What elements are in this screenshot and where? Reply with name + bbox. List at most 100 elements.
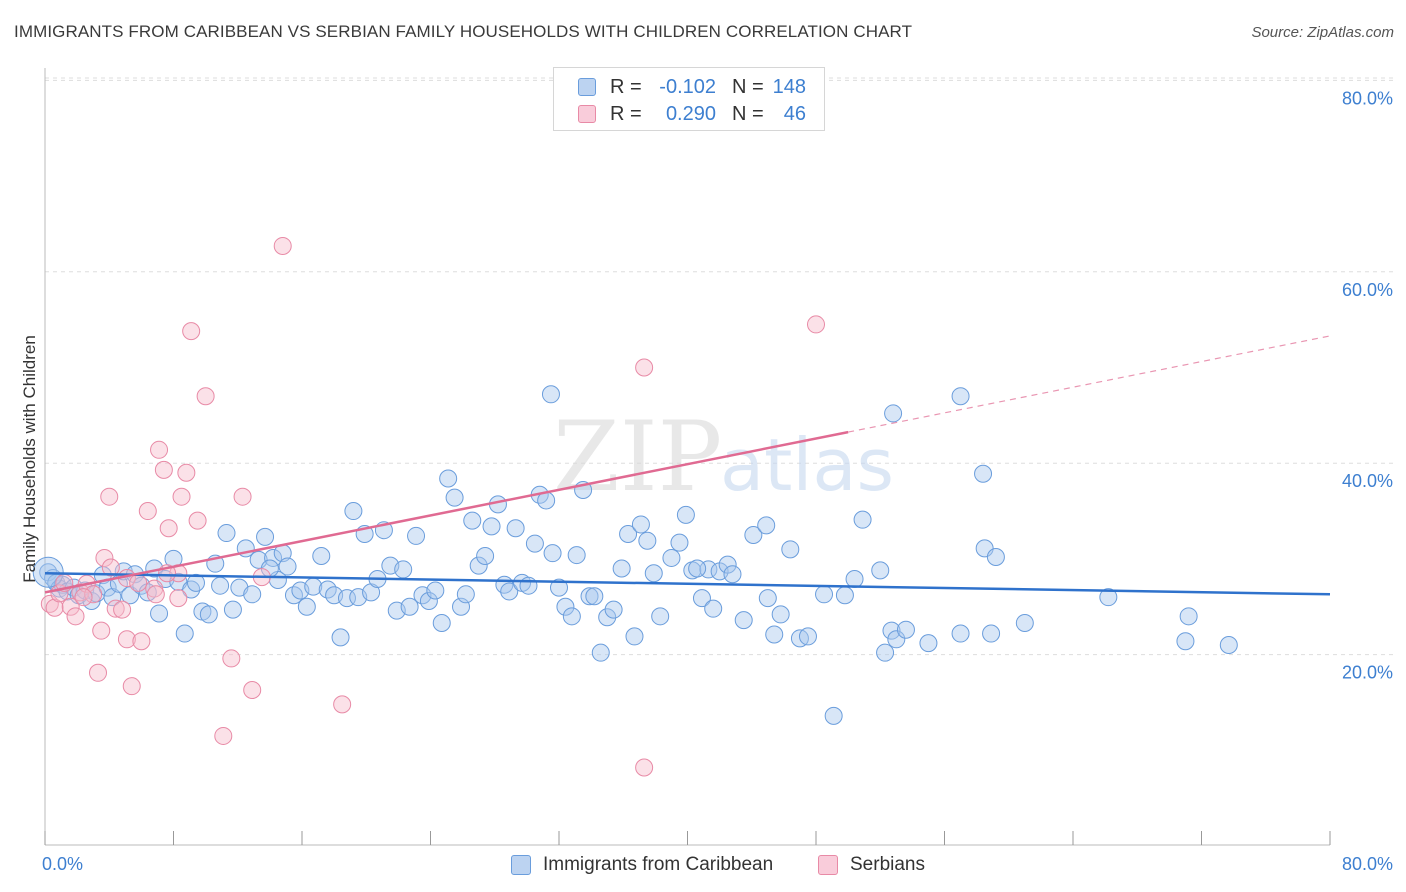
serbian-point bbox=[129, 573, 148, 592]
caribbean-point bbox=[876, 643, 895, 662]
legend-row-caribbean: R = -0.102 N = 148 bbox=[578, 75, 806, 99]
caribbean-point bbox=[815, 585, 834, 604]
caribbean-point bbox=[744, 525, 763, 544]
bottom-legend-label: Serbians bbox=[850, 854, 925, 875]
serbian-point bbox=[159, 519, 178, 538]
caribbean-point bbox=[604, 600, 623, 619]
caribbean-point bbox=[550, 578, 568, 597]
caribbean-point bbox=[223, 600, 242, 619]
legend-swatch-pink bbox=[578, 105, 596, 123]
caribbean-point bbox=[631, 515, 650, 534]
caribbean-point bbox=[331, 628, 350, 647]
caribbean-point bbox=[692, 589, 711, 608]
serbian-point bbox=[635, 758, 654, 777]
caribbean-point bbox=[824, 706, 843, 725]
caribbean-point bbox=[974, 464, 993, 483]
serbian-point bbox=[177, 463, 196, 482]
serbian-point bbox=[100, 487, 119, 506]
caribbean-trend-line bbox=[44, 572, 1331, 596]
caribbean-point bbox=[186, 573, 205, 592]
caribbean-point bbox=[344, 502, 363, 521]
caribbean-point bbox=[591, 643, 610, 662]
caribbean-point bbox=[598, 608, 617, 627]
caribbean-point bbox=[562, 607, 581, 626]
caribbean-point bbox=[506, 519, 525, 538]
caribbean-point bbox=[765, 625, 784, 644]
caribbean-point bbox=[199, 605, 218, 624]
serbian-point bbox=[169, 589, 188, 608]
caribbean-point bbox=[1219, 636, 1238, 655]
serbian-point bbox=[154, 460, 173, 479]
caribbean-point bbox=[1015, 614, 1034, 633]
legend-r-value: -0.102 bbox=[659, 75, 716, 98]
y-tick-label: 40.0% bbox=[1342, 471, 1393, 491]
y-tick-label: 80.0% bbox=[1342, 88, 1393, 108]
serbian-point bbox=[172, 487, 191, 506]
legend-r-label: R = bbox=[610, 102, 642, 125]
serbian-point bbox=[113, 600, 132, 619]
caribbean-point bbox=[651, 607, 670, 626]
caribbean-point bbox=[670, 533, 689, 552]
caribbean-point bbox=[463, 511, 482, 530]
caribbean-point bbox=[688, 559, 707, 578]
caribbean-point bbox=[951, 387, 970, 406]
caribbean-point bbox=[771, 605, 790, 624]
caribbean-point bbox=[798, 627, 817, 646]
legend-r-value: 0.290 bbox=[665, 102, 716, 125]
bottom-legend-caribbean: Immigrants from Caribbean bbox=[511, 852, 773, 878]
caribbean-point bbox=[211, 576, 230, 595]
serbian-point bbox=[807, 315, 825, 334]
bottom-legend-label: Immigrants from Caribbean bbox=[543, 854, 774, 875]
serbian-point bbox=[243, 681, 262, 700]
serbian-point bbox=[222, 649, 241, 668]
caribbean-point bbox=[419, 592, 438, 611]
caribbean-point bbox=[757, 516, 776, 535]
caribbean-point bbox=[853, 510, 872, 529]
caribbean-point bbox=[482, 517, 501, 536]
serbian-point bbox=[92, 621, 111, 640]
legend-row-serbians: R = 0.290 N = 46 bbox=[578, 102, 806, 126]
legend-n-value: 148 bbox=[772, 75, 806, 98]
caribbean-point bbox=[243, 585, 262, 604]
series-serbians-points bbox=[40, 236, 825, 777]
bottom-swatch-blue bbox=[511, 855, 531, 875]
caribbean-point bbox=[541, 385, 560, 404]
caribbean-point bbox=[1099, 588, 1118, 607]
y-tick-label: 20.0% bbox=[1342, 663, 1393, 683]
serbian-point bbox=[122, 677, 141, 696]
serbian-point bbox=[117, 630, 136, 649]
caribbean-point bbox=[662, 548, 681, 567]
caribbean-point bbox=[556, 597, 575, 616]
caribbean-point bbox=[432, 614, 451, 633]
caribbean-point bbox=[585, 587, 604, 606]
x-tick-label-max: 80.0% bbox=[1342, 854, 1393, 874]
caribbean-point bbox=[758, 589, 777, 608]
serbian-point bbox=[188, 511, 207, 530]
caribbean-point bbox=[986, 547, 1005, 566]
caribbean-point bbox=[567, 546, 586, 565]
caribbean-point bbox=[175, 624, 194, 643]
caribbean-point bbox=[426, 581, 445, 600]
caribbean-point bbox=[150, 604, 169, 623]
bottom-legend-serbians: Serbians bbox=[818, 852, 925, 878]
legend-swatch-blue bbox=[578, 78, 596, 96]
legend-n-value: 46 bbox=[783, 102, 806, 125]
serbian-point bbox=[101, 558, 120, 577]
caribbean-point bbox=[1176, 632, 1195, 651]
caribbean-point bbox=[394, 560, 413, 579]
caribbean-point bbox=[896, 620, 915, 639]
watermark-atlas: atlas bbox=[720, 423, 894, 507]
serbian-point bbox=[635, 358, 654, 377]
caribbean-point bbox=[982, 624, 1001, 643]
caribbean-point bbox=[884, 404, 903, 423]
axis-layer: 20.0% 40.0% 60.0% 80.0% 0.0% 80.0% bbox=[42, 68, 1393, 874]
serbian-point bbox=[233, 487, 252, 506]
caribbean-point bbox=[264, 548, 283, 567]
caribbean-point bbox=[500, 582, 519, 601]
caribbean-point bbox=[734, 611, 753, 630]
caribbean-point bbox=[469, 556, 488, 575]
serbian-point bbox=[182, 322, 201, 341]
caribbean-point bbox=[445, 488, 464, 507]
serbian-point bbox=[95, 548, 114, 567]
